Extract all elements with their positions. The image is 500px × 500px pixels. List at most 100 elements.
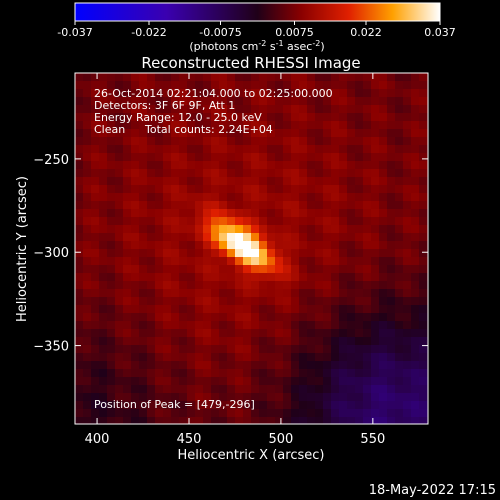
heatmap-cell — [403, 273, 411, 281]
heatmap-cell — [387, 257, 395, 265]
heatmap-cell — [299, 177, 307, 185]
heatmap-cell — [187, 281, 195, 289]
heatmap-cell — [267, 281, 275, 289]
heatmap-cell — [155, 225, 163, 233]
heatmap-cell — [307, 217, 315, 225]
heatmap-cell — [243, 73, 251, 81]
heatmap-cell — [251, 193, 259, 201]
heatmap-cell — [179, 369, 187, 377]
heatmap-cell — [363, 377, 371, 385]
heatmap-cell — [163, 193, 171, 201]
heatmap-cell — [355, 289, 363, 297]
heatmap-cell — [187, 265, 195, 273]
heatmap-cell — [75, 273, 83, 281]
heatmap-cell — [227, 369, 235, 377]
heatmap-cell — [139, 113, 147, 121]
heatmap-cell — [251, 313, 259, 321]
heatmap-cell — [379, 305, 387, 313]
heatmap-cell — [379, 345, 387, 353]
heatmap-cell — [331, 377, 339, 385]
heatmap-cell — [275, 241, 283, 249]
heatmap-cell — [219, 273, 227, 281]
heatmap-cell — [179, 129, 187, 137]
heatmap-cell — [211, 345, 219, 353]
colorbar-tick-label: -0.022 — [131, 26, 166, 39]
heatmap-cell — [299, 129, 307, 137]
heatmap-cell — [339, 305, 347, 313]
heatmap-cell — [131, 361, 139, 369]
heatmap-cell — [99, 97, 107, 105]
heatmap-cell — [355, 281, 363, 289]
heatmap-cell — [307, 89, 315, 97]
heatmap-cell — [387, 97, 395, 105]
heatmap-cell — [75, 233, 83, 241]
heatmap-cell — [339, 393, 347, 401]
heatmap-cell — [403, 353, 411, 361]
heatmap-cell — [355, 401, 363, 409]
heatmap-cell — [347, 337, 355, 345]
heatmap-cell — [243, 257, 251, 265]
heatmap-cell — [147, 153, 155, 161]
y-axis-ticks: −250−300−350 — [33, 153, 428, 355]
heatmap-cell — [187, 345, 195, 353]
heatmap-cell — [227, 89, 235, 97]
heatmap-cell — [339, 185, 347, 193]
heatmap-cell — [131, 129, 139, 137]
heatmap-cell — [347, 353, 355, 361]
heatmap-cell — [251, 185, 259, 193]
heatmap-cell — [83, 305, 91, 313]
heatmap-cell — [283, 257, 291, 265]
heatmap-cell — [291, 345, 299, 353]
heatmap-cell — [323, 193, 331, 201]
heatmap-cell — [315, 97, 323, 105]
heatmap-cell — [131, 177, 139, 185]
heatmap-cell — [187, 161, 195, 169]
heatmap-cell — [267, 97, 275, 105]
heatmap-cell — [395, 377, 403, 385]
heatmap-cell — [307, 329, 315, 337]
heatmap-cell — [203, 289, 211, 297]
heatmap-cell — [267, 73, 275, 81]
heatmap-cell — [387, 297, 395, 305]
colorbar-tick-label: 0.0075 — [275, 26, 314, 39]
heatmap-cell — [339, 81, 347, 89]
heatmap-cell — [323, 353, 331, 361]
heatmap-cell — [155, 241, 163, 249]
heatmap-cell — [107, 313, 115, 321]
heatmap-cell — [99, 321, 107, 329]
heatmap-cell — [403, 337, 411, 345]
heatmap-cell — [187, 249, 195, 257]
heatmap-cell — [99, 169, 107, 177]
heatmap-cell — [171, 417, 179, 424]
heatmap-cell — [259, 193, 267, 201]
heatmap-cell — [219, 97, 227, 105]
heatmap-cell — [403, 249, 411, 257]
heatmap-cell — [107, 233, 115, 241]
heatmap-cell — [75, 369, 83, 377]
heatmap-cell — [227, 105, 235, 113]
heatmap-cell — [371, 129, 379, 137]
heatmap-cell — [179, 73, 187, 81]
heatmap-cell — [203, 385, 211, 393]
heatmap-cell — [379, 97, 387, 105]
heatmap-cell — [211, 137, 219, 145]
heatmap-cell — [259, 89, 267, 97]
heatmap-cell — [99, 241, 107, 249]
heatmap-cell — [259, 321, 267, 329]
heatmap-cell — [371, 201, 379, 209]
heatmap-cell — [387, 105, 395, 113]
heatmap-cell — [171, 89, 179, 97]
heatmap-cell — [187, 233, 195, 241]
heatmap-cell — [403, 241, 411, 249]
heatmap-cell — [203, 281, 211, 289]
heatmap-cell — [147, 193, 155, 201]
heatmap-cell — [203, 329, 211, 337]
heatmap-cell — [395, 257, 403, 265]
heatmap-cell — [371, 377, 379, 385]
heatmap-cell — [155, 73, 163, 81]
heatmap-cell — [187, 353, 195, 361]
heatmap-cell — [251, 121, 259, 129]
heatmap-cell — [291, 265, 299, 273]
heatmap-cell — [75, 105, 83, 113]
heatmap-cell — [179, 249, 187, 257]
